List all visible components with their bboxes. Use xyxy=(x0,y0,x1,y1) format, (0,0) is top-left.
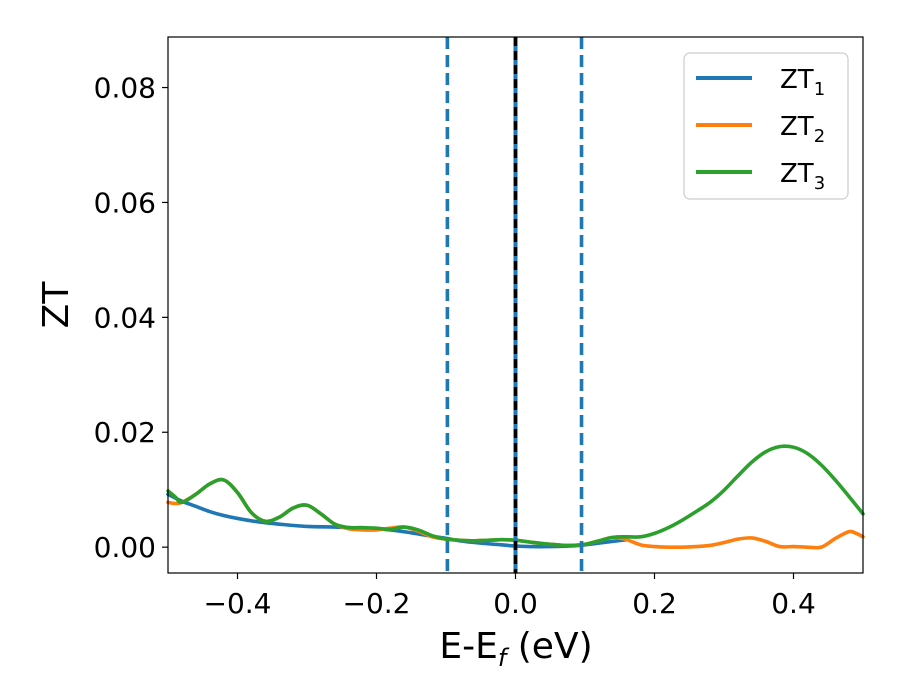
y-tick-label: 0.00 xyxy=(94,531,156,564)
x-axis-label: E-Ef (eV) xyxy=(439,626,592,672)
y-tick-label: 0.02 xyxy=(94,416,156,449)
x-ticks-layer: −0.4 −0.2 0.0 0.2 0.4 xyxy=(204,573,816,620)
legend-box xyxy=(683,52,849,200)
y-axis-label: ZT xyxy=(36,281,77,329)
y-tick-label: 0.04 xyxy=(94,301,156,334)
series-line-zt3 xyxy=(166,444,865,548)
x-tick-label: 0.4 xyxy=(771,587,816,620)
legend: ZT1 ZT2 ZT3 xyxy=(683,52,849,200)
legend-label-zt1: ZT1 xyxy=(780,65,825,100)
legend-label-zt2: ZT2 xyxy=(780,112,825,147)
x-tick-label: 0.2 xyxy=(632,587,677,620)
x-tick-label: −0.4 xyxy=(204,587,272,620)
series-line-zt1 xyxy=(166,492,629,549)
x-tick-label: 0.0 xyxy=(493,587,538,620)
y-tick-label: 0.08 xyxy=(94,72,156,105)
y-tick-label: 0.06 xyxy=(94,186,156,219)
x-tick-label: −0.2 xyxy=(343,587,411,620)
vertical-lines-layer xyxy=(445,37,584,573)
legend-label-zt3: ZT3 xyxy=(780,159,825,194)
y-ticks-layer: 0.00 0.02 0.04 0.06 0.08 xyxy=(94,72,168,564)
